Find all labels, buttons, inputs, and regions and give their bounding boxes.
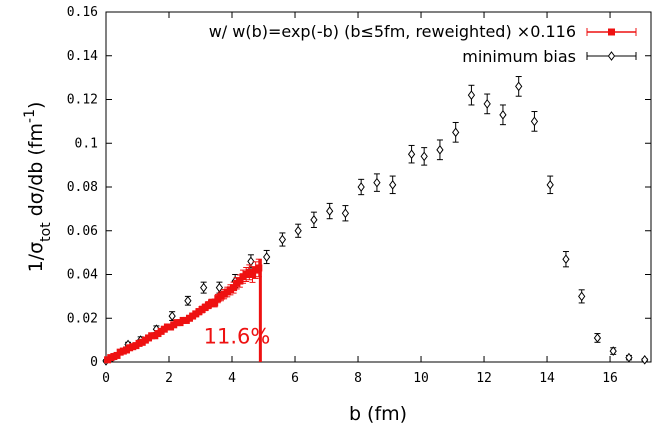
y-tick-label: 0.14 xyxy=(67,49,98,64)
minimum-bias-point xyxy=(436,139,444,161)
minimum-bias-point xyxy=(310,211,318,228)
x-tick-label: 12 xyxy=(476,371,492,386)
minimum-bias-point xyxy=(641,354,649,365)
diamond-marker xyxy=(593,333,602,343)
square-marker xyxy=(255,264,263,272)
legend: w/ w(b)=exp(-b) (b≤5fm, reweighted) ×0.1… xyxy=(209,22,637,66)
diamond-marker xyxy=(515,81,523,92)
y-axis-title: 1/σtot dσ/db (fm-1) xyxy=(22,102,54,273)
minimum-bias-point xyxy=(294,223,302,238)
axis-ticks: 0 2 4 6 8 10 12 14 16 0 0.02 0.04 0.06 0.08 0.1 0.12 0.1… xyxy=(67,5,651,386)
minimum-bias-point xyxy=(483,93,491,115)
y-tick-label: 0.16 xyxy=(67,5,98,20)
legend-label-reweighted: w/ w(b)=exp(-b) (b≤5fm, reweighted) ×0.1… xyxy=(209,22,576,41)
minimum-bias-point xyxy=(263,249,271,265)
x-tick-label: 4 xyxy=(228,371,236,386)
diamond-marker xyxy=(200,282,208,293)
minimum-bias-point xyxy=(546,175,554,195)
minimum-bias-point xyxy=(578,289,586,304)
minimum-bias-point xyxy=(373,173,381,192)
diamond-marker xyxy=(420,151,428,162)
y-tick-label: 0.06 xyxy=(67,224,98,239)
diamond-marker xyxy=(407,149,416,160)
square-marker xyxy=(236,277,244,285)
diamond-marker xyxy=(168,311,176,321)
diamond-marker xyxy=(184,295,192,306)
diamond-marker xyxy=(499,109,507,120)
x-tick-label: 8 xyxy=(354,371,362,386)
diamond-marker xyxy=(562,254,570,265)
diamond-marker xyxy=(452,127,460,138)
minimum-bias-point xyxy=(420,147,428,166)
diamond-marker xyxy=(357,182,365,192)
diamond-marker xyxy=(373,177,381,188)
diamond-marker xyxy=(578,291,586,302)
minimum-bias-point xyxy=(515,76,523,97)
diamond-marker xyxy=(436,144,444,155)
x-tick-label: 6 xyxy=(291,371,299,386)
diamond-marker xyxy=(530,116,539,127)
minimum-bias-point xyxy=(326,202,334,220)
diamond-marker xyxy=(467,90,476,100)
y-tick-label: 0.04 xyxy=(67,268,98,283)
minimum-bias-point xyxy=(278,232,287,247)
minimum-bias-point xyxy=(200,281,208,294)
legend-label-minimum-bias: minimum bias xyxy=(462,47,576,66)
diamond-marker xyxy=(609,346,617,356)
diamond-marker xyxy=(625,352,633,363)
diamond-marker xyxy=(294,225,302,236)
diamond-marker xyxy=(341,208,350,219)
x-tick-label: 10 xyxy=(413,371,429,386)
x-axis-title: b (fm) xyxy=(349,403,407,425)
minimum-bias-point xyxy=(593,333,602,343)
series-layer xyxy=(102,76,649,366)
x-tick-label: 0 xyxy=(102,371,110,386)
minimum-bias-point xyxy=(407,144,416,164)
diamond-marker xyxy=(483,99,491,109)
diamond-marker xyxy=(310,214,318,225)
legend-diamond xyxy=(607,51,616,61)
minimum-bias-point xyxy=(562,251,570,268)
minimum-bias-point xyxy=(357,178,365,196)
diamond-marker xyxy=(546,179,554,190)
minimum-bias-point xyxy=(530,111,539,132)
legend-square xyxy=(608,28,615,36)
diamond-marker xyxy=(263,252,271,262)
y-tick-label: 0.12 xyxy=(67,93,98,108)
minimum-bias-point xyxy=(499,104,507,126)
x-tick-label: 16 xyxy=(602,371,618,386)
y-tick-label: 0.02 xyxy=(67,311,98,326)
x-tick-label: 2 xyxy=(165,371,173,386)
y-tick-label: 0.08 xyxy=(67,180,98,195)
minimum-bias-point xyxy=(184,295,192,306)
minimum-bias-point xyxy=(168,311,176,321)
minimum-bias-point xyxy=(609,346,617,356)
y-tick-label: 0.1 xyxy=(75,136,98,151)
x-tick-label: 14 xyxy=(539,371,555,386)
y-tick-label: 0 xyxy=(90,355,98,370)
square-marker xyxy=(248,271,256,278)
square-marker xyxy=(211,299,219,307)
minimum-bias-point xyxy=(389,175,397,195)
minimum-bias-point xyxy=(341,205,350,222)
minimum-bias-point xyxy=(467,84,476,106)
diamond-marker xyxy=(278,234,287,245)
square-marker xyxy=(230,284,238,292)
minimum-bias-point xyxy=(625,352,633,363)
minimum-bias-point xyxy=(452,121,460,143)
percent-annotation: 11.6% xyxy=(204,324,271,348)
diamond-marker xyxy=(389,179,397,190)
legend-key-minimum-bias xyxy=(586,51,637,61)
diamond-marker xyxy=(641,354,649,365)
diamond-marker xyxy=(326,206,334,216)
legend-key-reweighted xyxy=(586,28,637,36)
diamond-marker xyxy=(215,282,224,293)
